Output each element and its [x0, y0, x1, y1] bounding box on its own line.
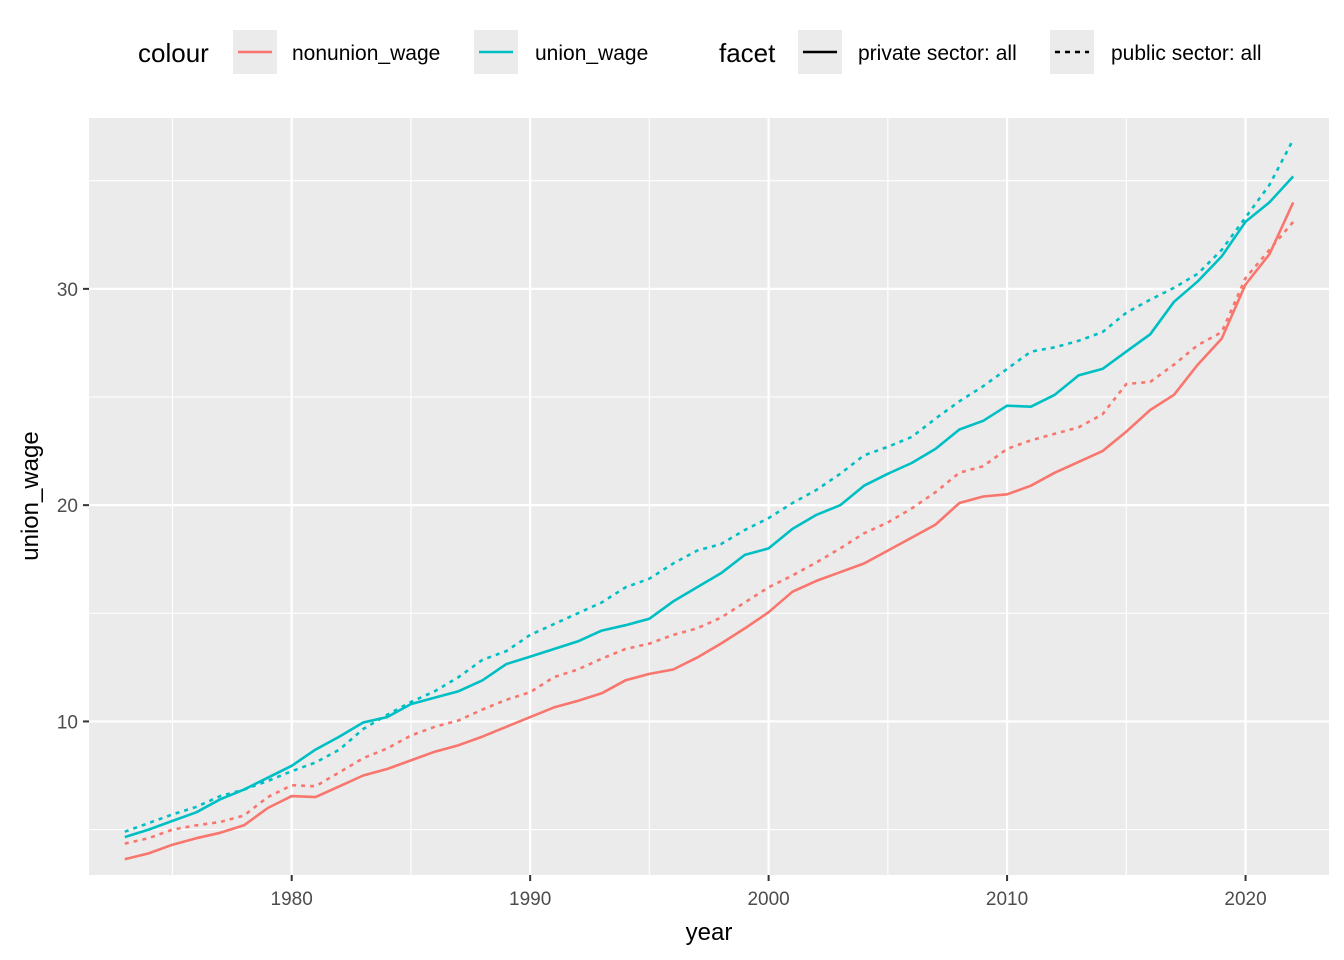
y-tick-label: 10 [57, 712, 78, 733]
y-axis-title: union_wage [17, 431, 44, 560]
x-tick-label: 2010 [986, 889, 1028, 910]
series-lines [124, 138, 1295, 861]
legend: colour nonunion_wage union_wage facet pr… [138, 30, 1262, 74]
legend-label-nonunion: nonunion_wage [292, 42, 440, 65]
plot-panel [89, 118, 1329, 875]
legend-colour-title: colour [138, 38, 209, 68]
x-tick-label: 2000 [747, 889, 789, 910]
x-tick-label: 2020 [1224, 889, 1266, 910]
y-tick-label: 30 [57, 280, 78, 301]
legend-label-private: private sector: all [858, 42, 1017, 65]
series-line-nonunion-wage-public [124, 220, 1295, 845]
series-line-nonunion-wage-private [124, 201, 1295, 861]
series-line-union-wage-public [124, 138, 1295, 833]
series-line-union-wage-private [124, 175, 1295, 839]
minor-gridlines [89, 118, 1329, 875]
x-tick-label: 1990 [509, 889, 551, 910]
legend-label-union: union_wage [535, 42, 648, 65]
axes: 1980 1990 2000 2010 2020 10 20 30 [57, 280, 1267, 910]
x-tick-label: 1980 [271, 889, 313, 910]
x-axis-title: year [686, 919, 733, 946]
legend-facet-title: facet [719, 38, 776, 68]
major-gridlines [89, 118, 1329, 875]
legend-label-public: public sector: all [1111, 42, 1262, 65]
y-tick-label: 20 [57, 496, 78, 517]
